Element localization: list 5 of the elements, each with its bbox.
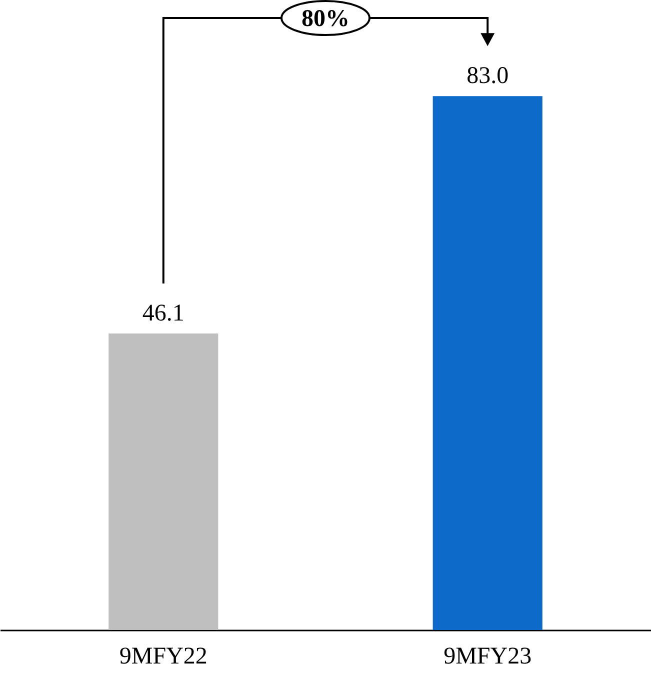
x-tick-label: 9MFY23	[444, 644, 532, 670]
data-label: 46.1	[142, 300, 184, 326]
x-tick-label: 9MFY22	[119, 644, 208, 670]
data-label: 83.0	[466, 63, 509, 90]
text: 80%	[302, 6, 350, 32]
